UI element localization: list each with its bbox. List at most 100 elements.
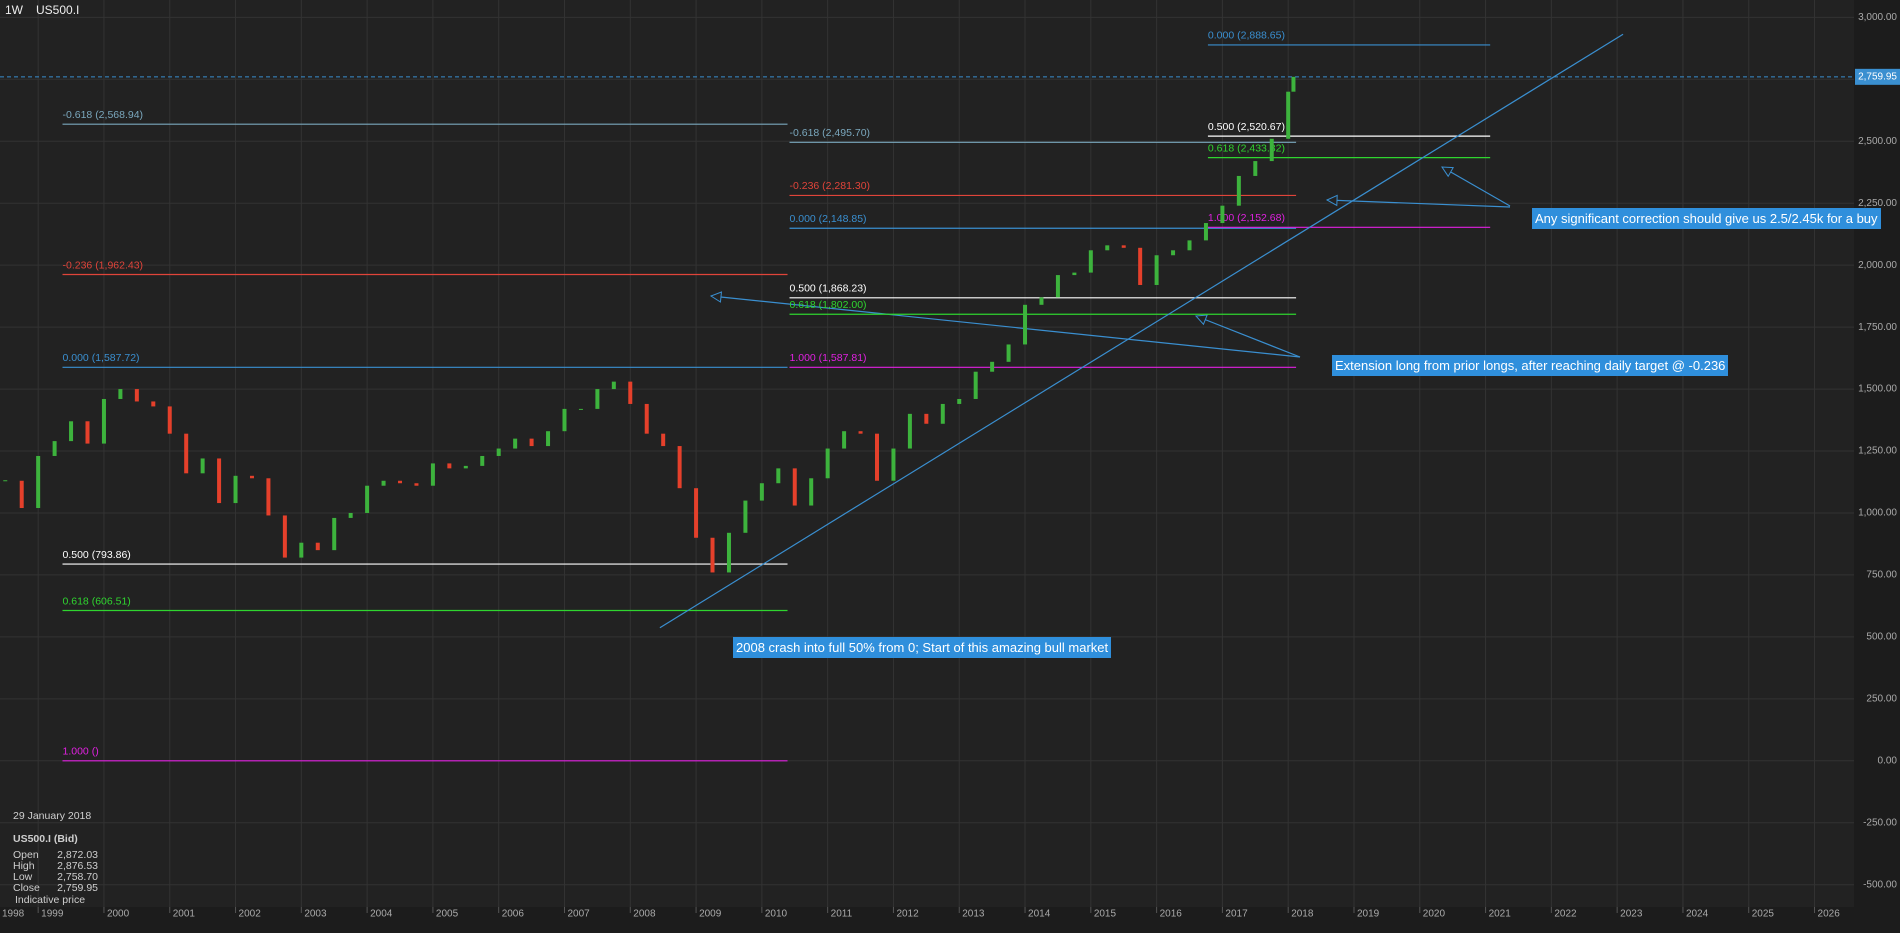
candle [809, 478, 814, 506]
fib-label: -0.236 (2,281.30) [789, 180, 870, 192]
candle [1203, 223, 1208, 241]
interval[interactable]: 1W [5, 3, 23, 17]
candle [19, 480, 24, 509]
x-tick-label: 2005 [436, 909, 459, 920]
candle [595, 389, 600, 409]
x-tick-label: 2019 [1357, 909, 1380, 920]
x-tick-label: 2017 [1225, 909, 1248, 920]
info-title: US500.I (Bid) [13, 833, 78, 845]
fib-label: 0.500 (1,868.23) [789, 283, 866, 295]
x-tick-label: 2010 [765, 909, 788, 920]
candle [743, 500, 748, 533]
candle [315, 542, 320, 551]
candle [200, 458, 205, 474]
candle [759, 483, 764, 501]
info-key: Low [13, 871, 33, 883]
fib-label: 0.618 (1,802.00) [789, 299, 866, 311]
candle [1088, 250, 1093, 273]
candle [973, 371, 978, 399]
candle [101, 398, 106, 444]
x-tick-label: 2007 [567, 909, 590, 920]
fib-label: 0.000 (1,587.72) [63, 352, 140, 364]
y-tick-label: 250.00 [1866, 693, 1897, 704]
candle [644, 403, 649, 434]
info-key: Close [13, 882, 40, 894]
candle [891, 448, 896, 481]
candle [792, 468, 797, 506]
candle [151, 401, 156, 407]
candle [513, 438, 518, 449]
x-tick-label: 2018 [1291, 909, 1314, 920]
y-tick-label: 0.00 [1878, 755, 1898, 766]
x-tick-label: 2026 [1818, 909, 1841, 920]
candle [1236, 175, 1241, 206]
x-tick-label: 2009 [699, 909, 722, 920]
candle [628, 381, 633, 404]
y-tick-label: 2,250.00 [1858, 198, 1897, 209]
x-tick-label: 2025 [1752, 909, 1775, 920]
y-tick-label: 750.00 [1866, 570, 1897, 581]
symbol[interactable]: US500.I [36, 3, 80, 17]
candle [957, 398, 962, 404]
y-tick-label: 1,750.00 [1858, 322, 1897, 333]
x-tick-label: 2014 [1028, 909, 1051, 920]
y-tick-label: 1,500.00 [1858, 384, 1897, 395]
candle [85, 421, 90, 444]
candle [940, 403, 945, 424]
candle [1105, 245, 1110, 251]
candle [858, 431, 863, 434]
fib-label: 0.618 (606.51) [63, 595, 131, 607]
candle [348, 512, 353, 518]
y-tick-label: -250.00 [1863, 817, 1897, 828]
candle [1269, 138, 1274, 162]
arrow [1196, 316, 1301, 358]
y-tick-label: -500.00 [1863, 879, 1897, 890]
candle [233, 475, 238, 504]
annotation: Any significant correction should give u… [1532, 208, 1881, 229]
x-tick-label: 2015 [1094, 909, 1117, 920]
candle [611, 381, 616, 390]
last-price-box [1855, 68, 1900, 85]
candle [529, 438, 534, 447]
fib-label: 0.500 (2,520.67) [1208, 121, 1285, 133]
y-tick-label: 2,000.00 [1858, 260, 1897, 271]
candle [874, 433, 879, 481]
x-tick-label: 2011 [831, 909, 853, 920]
candle [414, 483, 419, 486]
candle [52, 441, 57, 456]
y-tick-label: 3,000.00 [1858, 12, 1897, 23]
candle [1154, 255, 1159, 285]
fib-label: -0.618 (2,568.94) [63, 109, 144, 121]
candle [381, 480, 386, 486]
candle [776, 468, 781, 484]
price-axis [1854, 0, 1900, 933]
fib-label: -0.236 (1,962.43) [63, 259, 144, 271]
info-date: 29 January 2018 [13, 810, 92, 822]
x-tick-label: 2013 [962, 909, 985, 920]
trendline [659, 33, 1624, 629]
candle [924, 413, 929, 424]
info-value: 2,876.53 [57, 860, 98, 872]
candle [1187, 240, 1192, 251]
candle [1055, 275, 1060, 298]
x-tick-label: 2012 [896, 909, 919, 920]
info-key: Open [13, 849, 39, 861]
candle [1121, 245, 1126, 248]
y-tick-label: 2,500.00 [1858, 136, 1897, 147]
candle [332, 517, 337, 551]
fib-label: 0.618 (2,433.82) [1208, 142, 1285, 154]
y-tick-label: 500.00 [1866, 632, 1897, 643]
candle [167, 406, 172, 434]
candle [463, 465, 468, 469]
y-tick-label: 1,250.00 [1858, 446, 1897, 457]
x-tick-label: 2022 [1554, 909, 1577, 920]
info-row: High 2,876.53 [13, 860, 98, 872]
candle [184, 433, 189, 474]
candle [562, 408, 567, 432]
fib-label: 1.000 () [63, 746, 99, 758]
x-tick-label: 2016 [1160, 909, 1183, 920]
candle [480, 455, 485, 466]
annotation: 2008 crash into full 50% from 0; Start o… [733, 637, 1112, 658]
